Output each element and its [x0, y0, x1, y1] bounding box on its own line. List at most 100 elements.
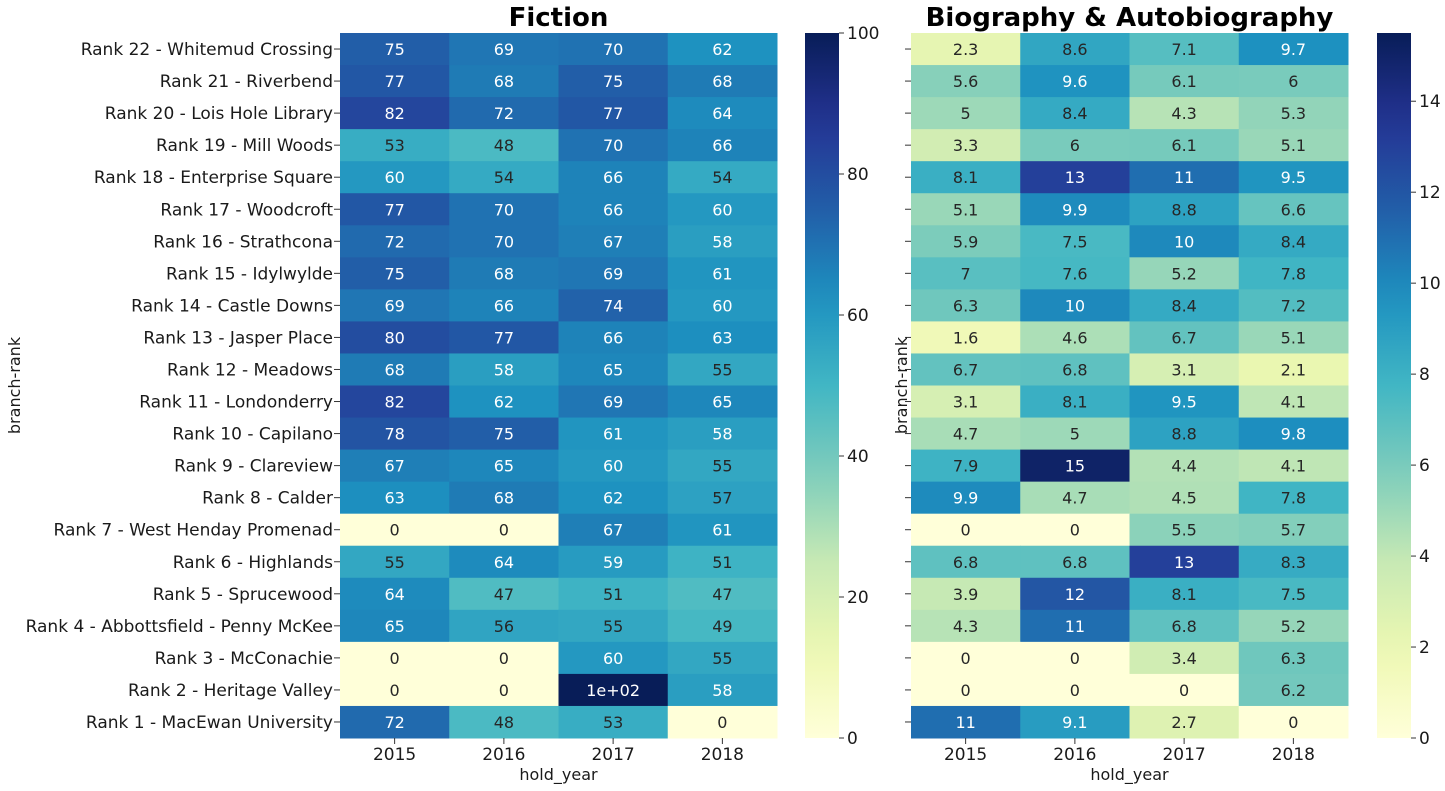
cell-annotation: 0: [390, 681, 400, 700]
heatmap-cell: [667, 97, 778, 130]
colorbar-tick-label: 14: [1419, 92, 1441, 112]
cell-annotation: 6.8: [1062, 553, 1087, 572]
heatmap-cell: [911, 321, 1021, 354]
heatmap-cell: [1129, 225, 1240, 258]
heatmap-cell: [1129, 705, 1240, 739]
heatmap-cell: [1129, 353, 1240, 386]
heatmap-cell: [1238, 321, 1349, 354]
y-tick-label: Rank 6 - Highlands: [173, 553, 333, 573]
y-axis-label: branch-rank: [5, 336, 24, 434]
y-tick-label: Rank 3 - McConachie: [155, 649, 333, 669]
colorbar-tick-label: 2: [1419, 638, 1430, 658]
heatmap-cell: [1020, 417, 1130, 451]
cell-annotation: 58: [494, 360, 514, 379]
y-tick-label: Rank 12 - Meadows: [167, 360, 333, 380]
cell-annotation: 53: [384, 136, 404, 155]
heatmap-cell: [1020, 545, 1130, 579]
cell-annotation: 6.8: [953, 553, 978, 572]
heatmap-cell: [449, 481, 559, 515]
chart-title: Fiction: [509, 3, 609, 33]
heatmap-cell: [1238, 481, 1349, 515]
cell-annotation: 65: [712, 393, 732, 412]
heatmap-cell: [1020, 97, 1130, 130]
x-tick-label: 2018: [1272, 745, 1315, 765]
heatmap-cell: [1238, 673, 1349, 707]
cell-annotation: 8.4: [1281, 232, 1306, 251]
cell-annotation: 82: [384, 104, 404, 123]
cell-annotation: 0: [390, 649, 400, 668]
cell-annotation: 6.6: [1281, 200, 1306, 219]
heatmap-cell: [558, 97, 669, 130]
cell-annotation: 66: [494, 296, 514, 315]
heatmap-cell: [1238, 449, 1349, 483]
cell-annotation: 4.3: [953, 617, 978, 636]
heatmap-cell: [667, 449, 778, 483]
cell-annotation: 4.3: [1171, 104, 1196, 123]
cell-annotation: 63: [384, 489, 404, 508]
cell-annotation: 1e+02: [586, 681, 640, 700]
y-tick-label: Rank 16 - Strathcona: [153, 232, 333, 252]
cell-annotation: 55: [384, 553, 404, 572]
cell-annotation: 7.5: [1281, 585, 1306, 604]
heatmap-cell: [911, 353, 1021, 386]
heatmap-cell: [1238, 65, 1349, 98]
cell-annotation: 65: [384, 617, 404, 636]
cell-annotation: 5.5: [1171, 521, 1196, 540]
heatmap-cell: [558, 545, 669, 579]
cell-annotation: 56: [494, 617, 514, 636]
cell-annotation: 7.2: [1281, 296, 1306, 315]
heatmap-cell: [667, 609, 778, 643]
cell-annotation: 58: [712, 681, 732, 700]
x-tick-label: 2017: [591, 745, 634, 765]
y-tick-label: Rank 11 - Londonderry: [139, 393, 333, 413]
heatmap-cell: [667, 577, 778, 611]
cell-annotation: 68: [384, 360, 404, 379]
cell-annotation: 4.7: [953, 425, 978, 444]
heatmap-cell: [1238, 129, 1349, 162]
x-tick-label: 2015: [944, 745, 987, 765]
cell-annotation: 9.5: [1281, 168, 1306, 187]
cell-annotation: 78: [384, 425, 404, 444]
heatmap-cell: [1238, 289, 1349, 322]
cell-annotation: 69: [603, 264, 623, 283]
heatmap-cell: [911, 417, 1021, 451]
heatmap-cell: [558, 481, 669, 515]
heatmap-cell: [667, 289, 778, 322]
cell-annotation: 66: [603, 200, 623, 219]
cell-annotation: 68: [494, 72, 514, 91]
heatmap-cell: [1020, 321, 1130, 354]
heatmap-cell: [449, 97, 559, 130]
heatmap-cell: [911, 33, 1021, 66]
cell-annotation: 72: [384, 713, 404, 732]
y-tick-label: Rank 4 - Abbottsfield - Penny McKee: [26, 617, 333, 637]
cell-annotation: 7.8: [1281, 264, 1306, 283]
cell-annotation: 60: [603, 457, 623, 476]
cell-annotation: 0: [390, 521, 400, 540]
heatmap-cell: [1129, 321, 1240, 354]
cell-annotation: 75: [603, 72, 623, 91]
cell-annotation: 8.6: [1062, 40, 1087, 59]
heatmap-cell: [340, 417, 450, 451]
heatmap-cell: [1020, 385, 1130, 419]
heatmap-cell: [1020, 33, 1130, 66]
colorbar-tick-label: 4: [1419, 547, 1430, 567]
heatmap-cell: [667, 417, 778, 451]
cell-annotation: 0: [499, 521, 509, 540]
cell-annotation: 62: [494, 393, 514, 412]
heatmap-cell: [558, 225, 669, 258]
cell-annotation: 15: [1065, 457, 1085, 476]
cell-annotation: 5.1: [1281, 328, 1306, 347]
cell-annotation: 67: [603, 521, 623, 540]
heatmap-cell: [340, 705, 450, 739]
cell-annotation: 66: [712, 136, 732, 155]
heatmap-cell: [1020, 193, 1130, 226]
heatmap-cell: [558, 385, 669, 419]
cell-annotation: 62: [603, 489, 623, 508]
cell-annotation: 13: [1065, 168, 1085, 187]
heatmap-cell: [558, 513, 669, 547]
heatmap-cell: [449, 577, 559, 611]
colorbar: [805, 33, 839, 738]
cell-annotation: 77: [384, 200, 404, 219]
cell-annotation: 8.8: [1171, 200, 1196, 219]
cell-annotation: 8.4: [1062, 104, 1087, 123]
